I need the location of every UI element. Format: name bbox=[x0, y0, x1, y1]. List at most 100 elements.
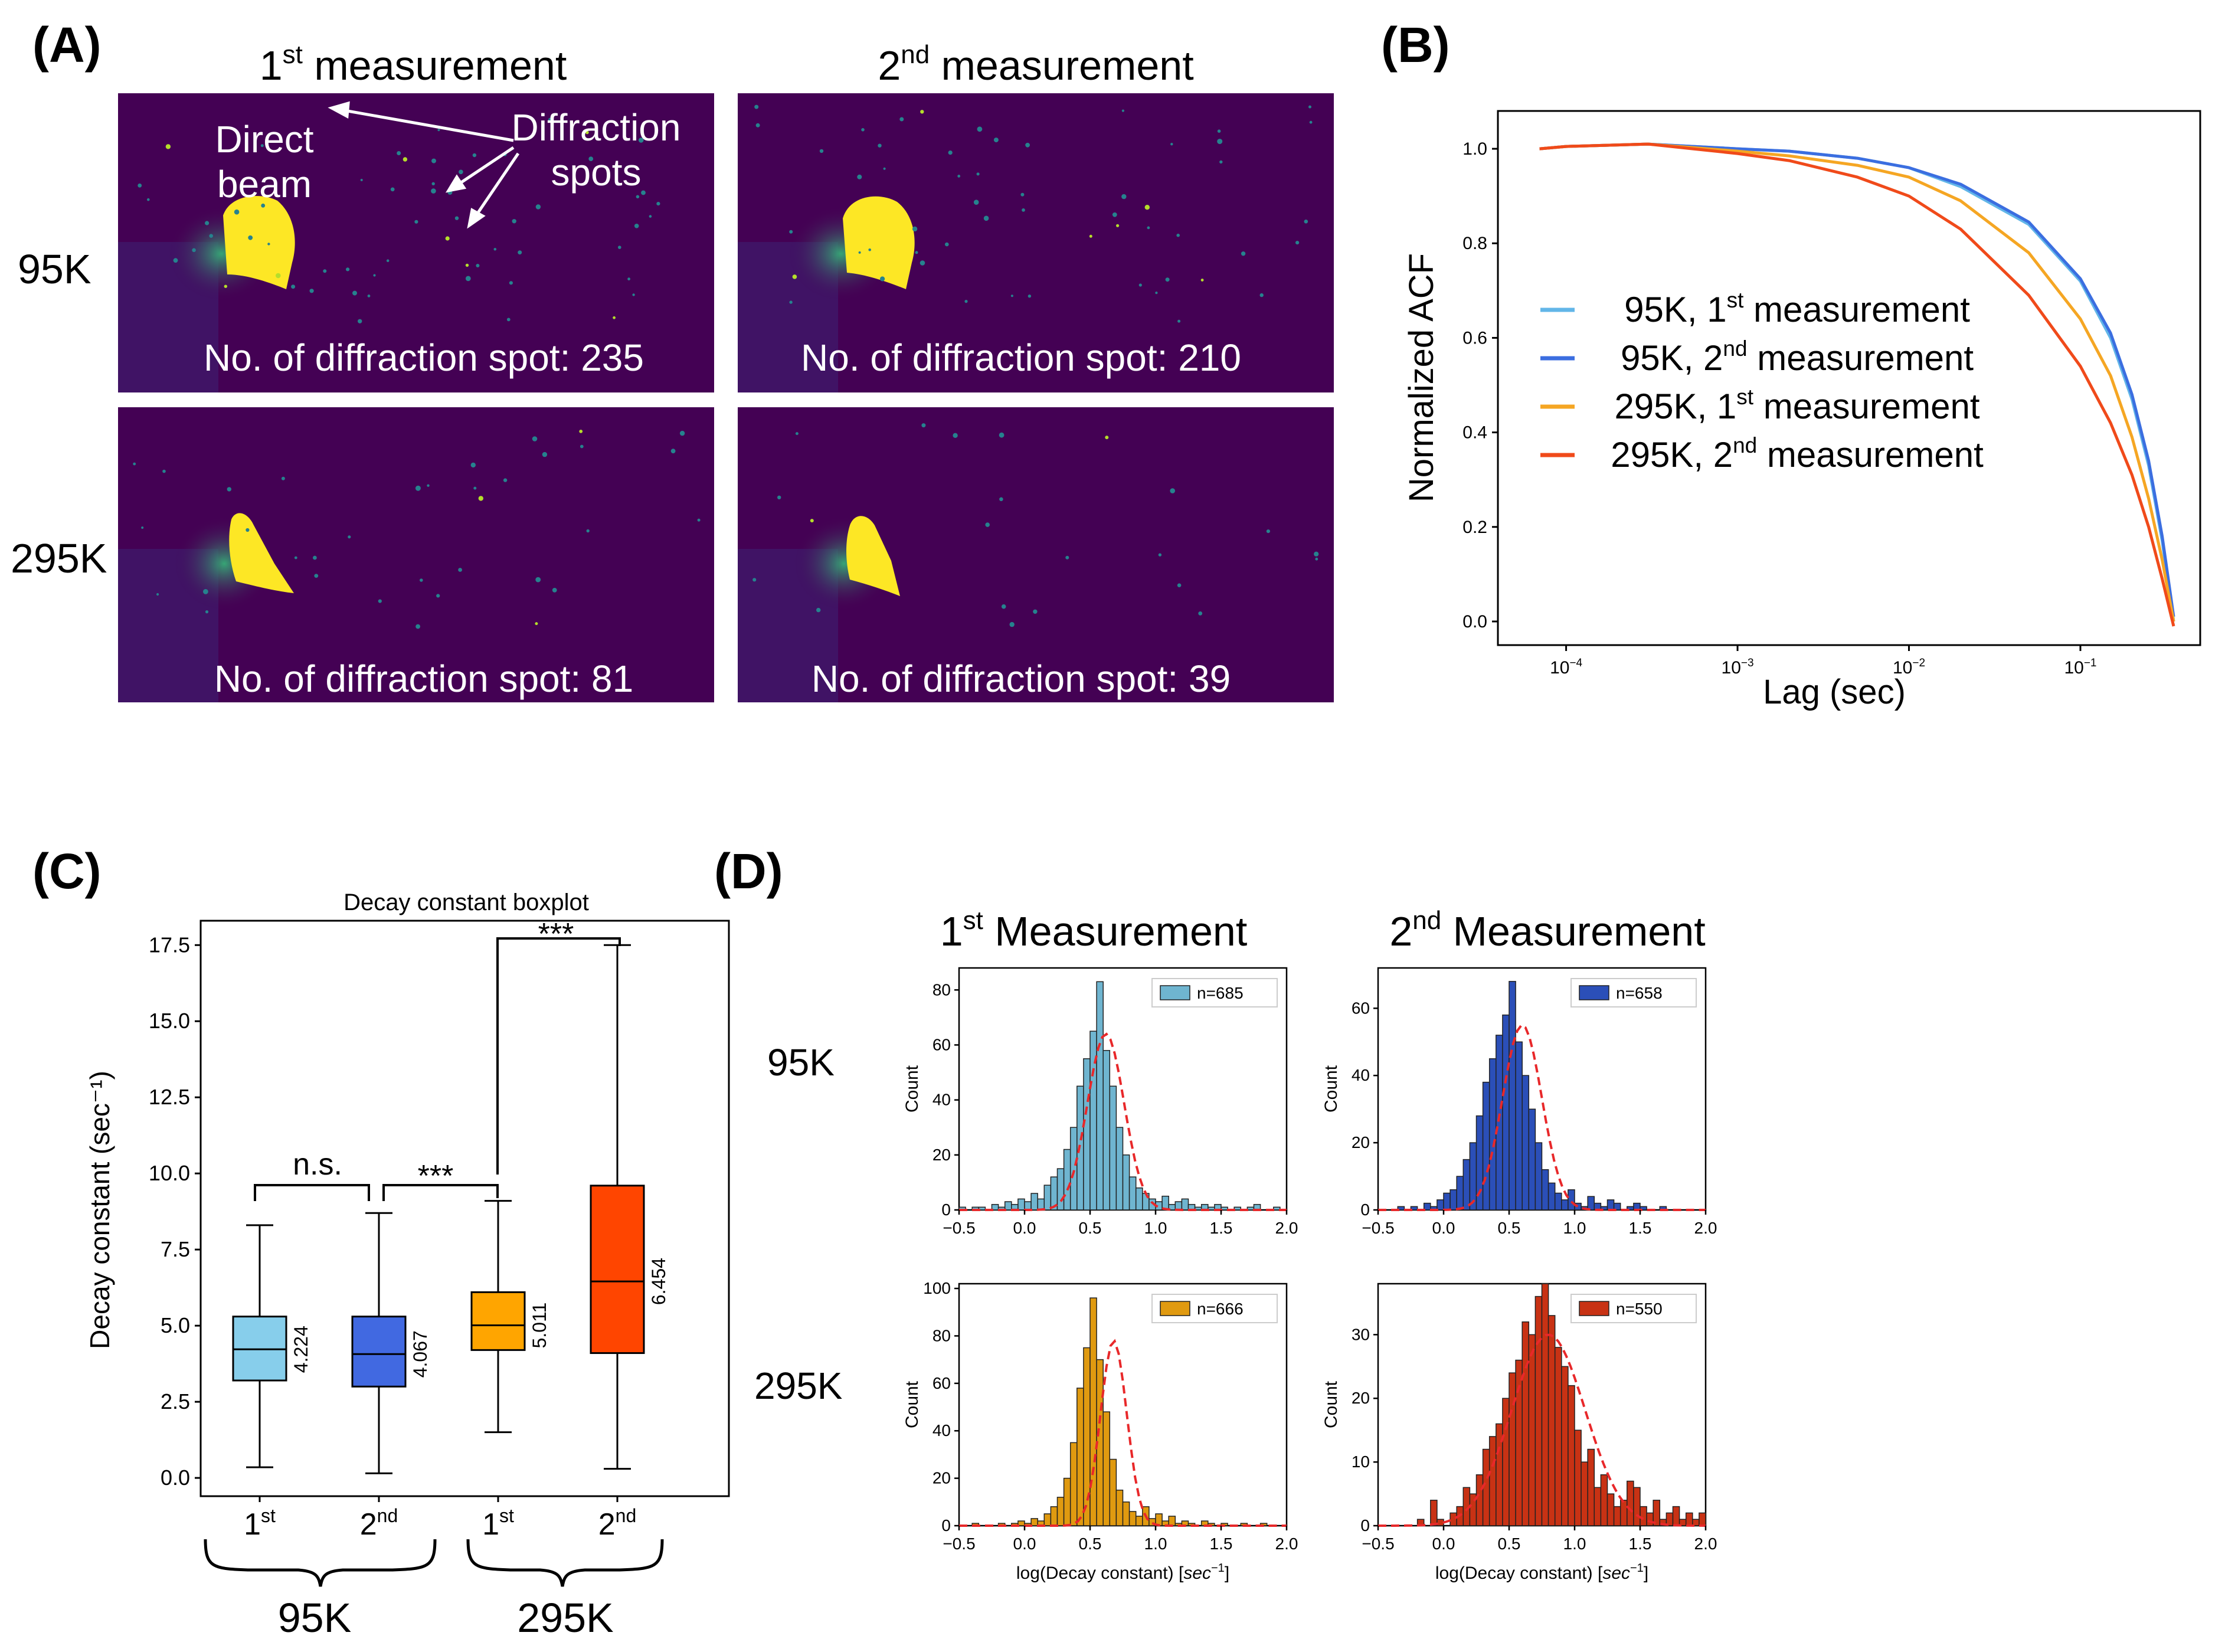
histogram-bar bbox=[1443, 1192, 1451, 1211]
histogram-bar bbox=[1030, 1193, 1038, 1211]
x-tick-label: 1.0 bbox=[1563, 1219, 1586, 1237]
x-tick-label: 0.5 bbox=[1498, 1535, 1521, 1553]
histogram-bar bbox=[1685, 1512, 1693, 1526]
diffraction-spot bbox=[1241, 251, 1246, 256]
diffraction-spot bbox=[1105, 436, 1109, 440]
diffraction-spot bbox=[224, 284, 227, 288]
diffraction-spot bbox=[777, 495, 781, 499]
box bbox=[590, 1185, 645, 1355]
legend-label: 295K, 1st measurement bbox=[1614, 385, 1979, 426]
x-tick-label: 2.0 bbox=[1275, 1219, 1298, 1237]
diffraction-spot bbox=[1295, 241, 1300, 245]
x-tick-label: 10−2 bbox=[1893, 657, 1925, 678]
diffraction-spot bbox=[1219, 160, 1223, 164]
x-tick-label: 0.0 bbox=[1013, 1219, 1036, 1237]
diffraction-spot bbox=[880, 276, 885, 282]
histogram-bar bbox=[1547, 1315, 1556, 1526]
histogram-bar bbox=[1541, 1283, 1549, 1526]
diffraction-spot bbox=[436, 594, 440, 598]
x-tick-label: 0.5 bbox=[1079, 1535, 1102, 1553]
diffraction-spot bbox=[227, 487, 231, 492]
diffraction-spot bbox=[209, 234, 214, 238]
x-tick-label: 2nd bbox=[360, 1505, 398, 1542]
legend-label: 95K, 2nd measurement bbox=[1621, 336, 1974, 378]
diffraction-spot bbox=[454, 216, 459, 220]
diffraction-spot bbox=[755, 123, 760, 127]
diffraction-spot bbox=[261, 203, 266, 208]
diffraction-spot bbox=[458, 568, 462, 572]
histogram-bar bbox=[1397, 1206, 1405, 1211]
y-axis-label: Count bbox=[902, 1065, 922, 1113]
direct-beam-label: Direct beam bbox=[215, 118, 313, 205]
diffraction-spot bbox=[878, 143, 882, 148]
x-tick-label: 2.0 bbox=[1694, 1219, 1717, 1237]
diffraction-spot bbox=[697, 518, 701, 522]
histogram-bar bbox=[1050, 1506, 1058, 1526]
diffraction-spot bbox=[403, 157, 408, 162]
diffraction-spot bbox=[248, 235, 253, 240]
x-tick-label: 0.0 bbox=[1013, 1535, 1036, 1553]
x-tick-label: −0.5 bbox=[943, 1535, 975, 1553]
legend-swatch bbox=[1160, 1301, 1190, 1316]
diffraction-spot bbox=[1121, 194, 1127, 199]
histogram-bar bbox=[1462, 1159, 1471, 1211]
diffraction-spot bbox=[358, 319, 362, 323]
histogram-bar bbox=[1613, 1506, 1621, 1526]
diffraction-spot bbox=[953, 433, 958, 438]
diffraction-spot bbox=[1155, 292, 1158, 295]
diffraction-spot bbox=[1028, 295, 1032, 298]
plot-area bbox=[958, 1283, 1288, 1527]
histogram-bar bbox=[1056, 1168, 1065, 1211]
histogram-bar bbox=[1430, 1500, 1438, 1526]
diffraction-spot bbox=[367, 295, 371, 297]
x-tick-label: 0.5 bbox=[1498, 1219, 1521, 1237]
diffraction-spot bbox=[1165, 277, 1170, 282]
diffraction-spot bbox=[1147, 226, 1150, 230]
x-tick-label: −0.5 bbox=[943, 1219, 975, 1237]
diffraction-spot bbox=[1198, 611, 1203, 616]
panel-b-acf-chart: 0.0 0.2 0.4 0.6 0.8 1.0 10−4 10−3 10−2 10−1 Lag (… bbox=[1402, 110, 2201, 711]
diffraction-spot bbox=[291, 284, 296, 289]
histogram-panel: 0 20 40 60 −0.5 0.0 0.5 1.0 1.5 2.0 n=658 Count bbox=[1321, 967, 1717, 1237]
diffraction-spot bbox=[173, 258, 178, 263]
diffraction-spot bbox=[205, 610, 209, 614]
chart-title: Decay constant boxplot bbox=[343, 889, 589, 915]
histogram-bar bbox=[1482, 1448, 1490, 1526]
histogram-bar bbox=[1568, 1385, 1575, 1526]
histogram-bar bbox=[1587, 1448, 1595, 1526]
diffraction-spot bbox=[348, 535, 351, 539]
legend-swatch bbox=[1579, 1301, 1609, 1316]
x-tick-label: 0.5 bbox=[1079, 1219, 1102, 1237]
diffraction-spot bbox=[493, 248, 497, 251]
y-tick-label: 7.5 bbox=[161, 1237, 190, 1261]
y-tick-label: 20 bbox=[1352, 1389, 1370, 1407]
histogram-bar bbox=[1102, 1411, 1111, 1526]
histogram-bar bbox=[1069, 1127, 1078, 1211]
diffraction-spot bbox=[1022, 208, 1025, 212]
diffraction-spot bbox=[627, 277, 630, 281]
histogram-bar bbox=[1619, 1500, 1628, 1526]
diffraction-spot bbox=[999, 432, 1004, 438]
x-tick-label: 0.0 bbox=[1432, 1219, 1455, 1237]
acf-series-line bbox=[1539, 142, 2175, 627]
diffraction-spot bbox=[1001, 604, 1006, 609]
y-tick-label: 1.0 bbox=[1462, 139, 1487, 159]
diffraction-spot bbox=[192, 248, 196, 253]
diffraction-spot bbox=[618, 246, 621, 249]
histogram-bar bbox=[1554, 1347, 1562, 1526]
diffraction-spot bbox=[414, 220, 418, 224]
x-tick-label: 1.0 bbox=[1144, 1219, 1167, 1237]
diffraction-spot bbox=[431, 158, 436, 163]
group-braces bbox=[204, 1539, 664, 1587]
group-label-95k: 95K bbox=[278, 1595, 352, 1641]
median-value-label: 6.454 bbox=[648, 1258, 669, 1305]
diffraction-spot bbox=[1112, 212, 1117, 217]
y-tick-label: 20 bbox=[932, 1146, 951, 1164]
histogram-bar bbox=[1063, 1477, 1071, 1526]
diffraction-spot bbox=[260, 144, 264, 148]
diffraction-image-95k-2nd: No. of diffraction spot: 210 bbox=[738, 93, 1334, 392]
diffraction-spot bbox=[234, 209, 240, 215]
diffraction-spot bbox=[754, 104, 759, 109]
ns-annotation: n.s. bbox=[293, 1147, 342, 1182]
y-tick-label: 0.4 bbox=[1462, 423, 1487, 443]
